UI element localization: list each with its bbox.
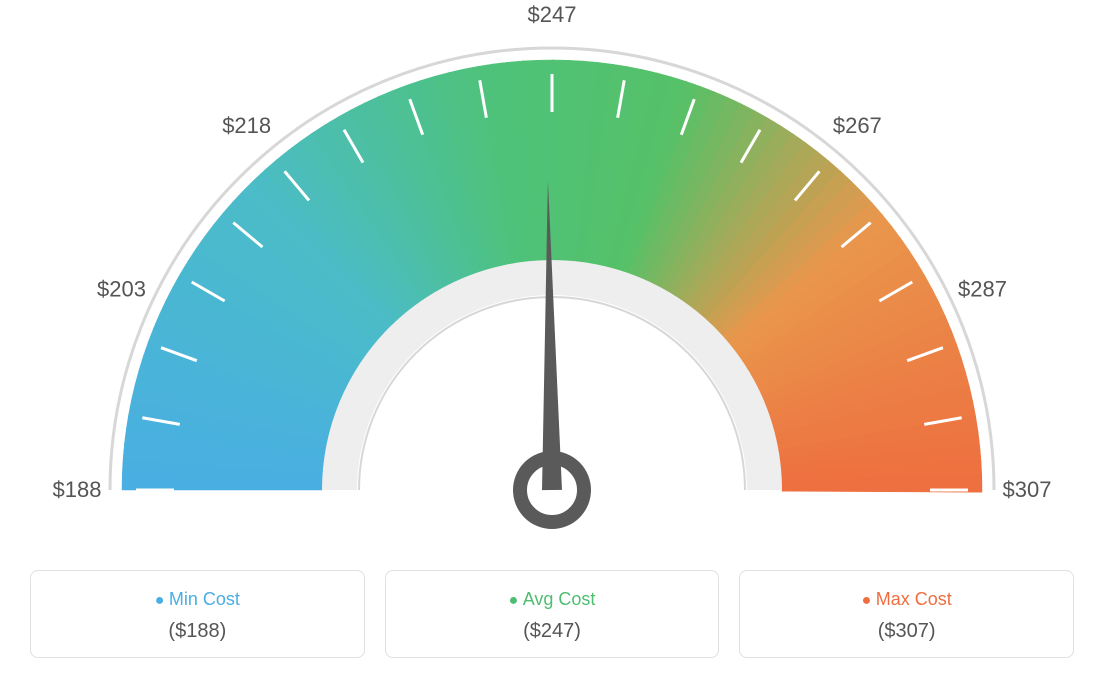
- legend-min-label: Min Cost: [31, 589, 364, 610]
- legend-row: Min Cost ($188) Avg Cost ($247) Max Cost…: [0, 570, 1104, 658]
- gauge-tick-label: $188: [53, 477, 102, 502]
- cost-gauge: $188 $203 $218 $247 $267 $287 $307: [0, 0, 1104, 560]
- legend-min-box: Min Cost ($188): [30, 570, 365, 658]
- legend-avg-box: Avg Cost ($247): [385, 570, 720, 658]
- gauge-tick-label: $218: [222, 113, 271, 138]
- legend-avg-value: ($247): [386, 620, 719, 643]
- legend-min-value: ($188): [31, 620, 364, 643]
- legend-max-value: ($307): [740, 620, 1073, 643]
- legend-avg-label: Avg Cost: [386, 589, 719, 610]
- gauge-tick-label: $247: [528, 2, 577, 27]
- gauge-tick-label: $267: [833, 113, 882, 138]
- gauge-tick-label: $203: [97, 276, 146, 301]
- gauge-tick-label: $287: [958, 276, 1007, 301]
- gauge-tick-label: $307: [1003, 477, 1052, 502]
- gauge-svg: $188 $203 $218 $247 $267 $287 $307: [0, 0, 1104, 560]
- legend-max-box: Max Cost ($307): [739, 570, 1074, 658]
- legend-max-label: Max Cost: [740, 589, 1073, 610]
